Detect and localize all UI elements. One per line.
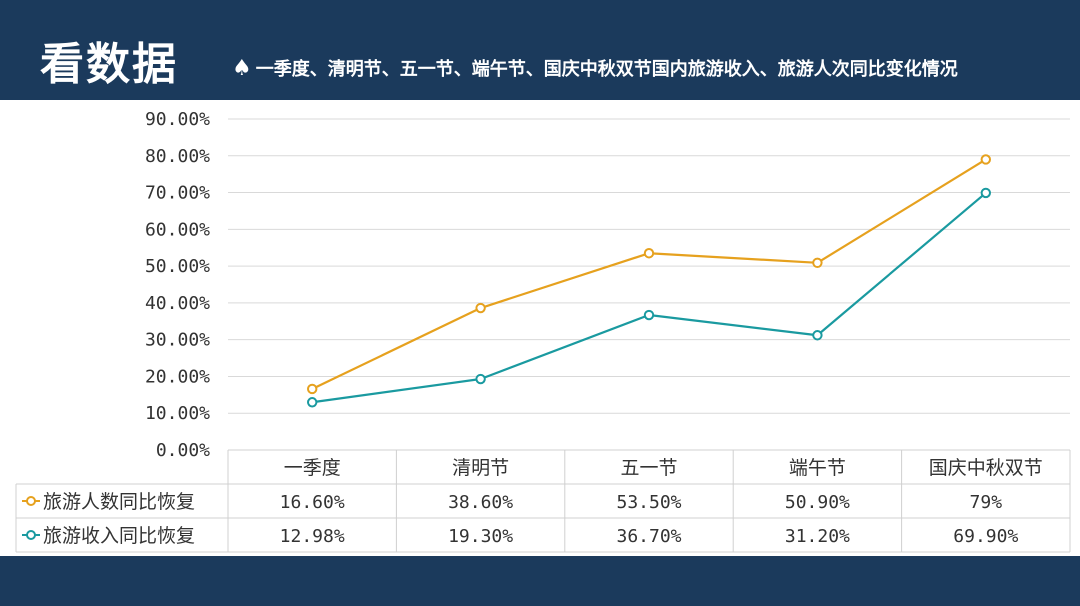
data-point [307, 383, 318, 395]
data-label: 12.98% [280, 526, 345, 547]
legend-marker [26, 496, 36, 506]
subtitle: ♠ 一季度、清明节、五一节、端午节、国庆中秋双节国内旅游收入、旅游人次同比变化情况 [232, 55, 958, 81]
y-tick-label: 80.00% [145, 146, 210, 167]
data-label: 53.50% [616, 492, 681, 513]
data-label: 36.70% [616, 526, 681, 547]
data-label: 38.60% [448, 492, 513, 513]
subtitle-text: 一季度、清明节、五一节、端午节、国庆中秋双节国内旅游收入、旅游人次同比变化情况 [255, 59, 958, 80]
y-tick-label: 40.00% [145, 293, 210, 314]
data-label: 31.20% [785, 526, 850, 547]
data-point [980, 187, 991, 199]
data-point [475, 373, 486, 385]
category-label: 一季度 [284, 457, 341, 479]
data-point [812, 257, 823, 269]
category-label: 国庆中秋双节 [929, 457, 1043, 479]
category-label: 端午节 [789, 457, 846, 479]
y-tick-label: 30.00% [145, 330, 210, 351]
page-title: 看数据 [40, 39, 178, 90]
spade-icon: ♠ [232, 56, 252, 81]
data-label: 69.90% [953, 526, 1018, 547]
category-label: 清明节 [452, 457, 509, 479]
y-tick-label: 50.00% [145, 256, 210, 277]
data-point [307, 397, 318, 408]
data-point [980, 154, 991, 165]
footer-bar [0, 556, 1080, 606]
data-label: 16.60% [280, 492, 345, 513]
data-point [643, 309, 655, 321]
y-tick-label: 0.00% [156, 440, 210, 461]
data-point [812, 330, 823, 341]
y-tick-label: 70.00% [145, 183, 210, 204]
y-tick-label: 90.00% [145, 109, 210, 130]
data-label: 50.90% [785, 492, 850, 513]
series-line [312, 192, 987, 404]
y-tick-label: 10.00% [145, 403, 210, 424]
series-name-label: 旅游人数同比恢复 [43, 491, 195, 513]
data-label: 19.30% [448, 526, 513, 547]
data-point [643, 248, 655, 259]
data-label: 79% [970, 492, 1003, 513]
data-point [475, 302, 486, 314]
legend-marker [26, 530, 36, 540]
series-line [311, 158, 987, 390]
y-tick-label: 60.00% [145, 219, 210, 240]
line-chart: 0.00% 10.00% 20.00% 30.00% 40.00% 50.00% 60.00… [15, 109, 1071, 553]
category-label: 五一节 [620, 457, 677, 479]
header-bar [0, 0, 1080, 100]
y-tick-label: 20.00% [145, 366, 210, 387]
series-name-label: 旅游收入同比恢复 [43, 525, 195, 547]
